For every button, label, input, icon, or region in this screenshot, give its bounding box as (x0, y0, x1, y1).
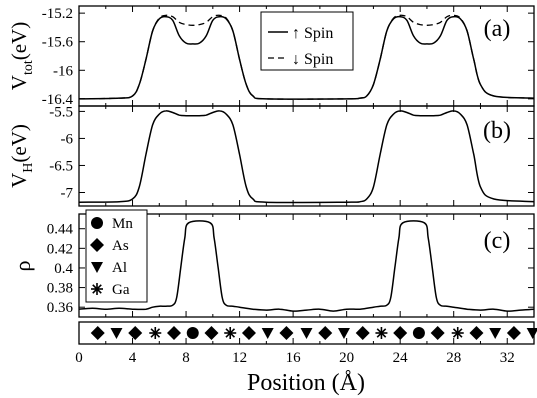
y-tick-label: -16 (53, 63, 73, 79)
y-tick-label: -6 (61, 131, 74, 147)
atom-marker-as (279, 326, 293, 340)
legend-spin-up-label: ↑ Spin (292, 25, 333, 42)
x-tick-label: 20 (339, 350, 354, 366)
panel-c-ylabel: ρ (10, 260, 35, 271)
panel-a-ylabel: Vtot(eV) (7, 22, 36, 90)
atom-marker-as (507, 326, 521, 340)
panel-b-label: (b) (483, 118, 511, 144)
legend-marker-mn (91, 217, 103, 229)
panel-a-legend: ↑ Spin ↓ Spin (261, 12, 353, 70)
panel-c-legend: Mn As Al Ga (86, 210, 147, 302)
atom-marker-ga (375, 327, 387, 339)
atom-strip: 0 4 8 12 16 20 24 28 32 Position (Å) (75, 322, 537, 396)
panel-c-density: 0.44 0.42 0.4 0.38 0.36 (c) ρ Mn As Al Ga (10, 210, 534, 317)
x-tick-label: 8 (182, 350, 190, 366)
legend-spin-down-label: ↓ Spin (292, 51, 333, 68)
y-tick-label: -7 (61, 185, 74, 201)
atom-marker-as (91, 326, 105, 340)
legend-label-al: Al (112, 260, 127, 276)
x-axis-title: Position (Å) (247, 370, 365, 396)
x-tick-label: 12 (232, 350, 247, 366)
x-tick-label: 4 (129, 350, 137, 366)
y-tick-label: 0.36 (47, 300, 74, 316)
x-tick-label: 28 (446, 350, 461, 366)
atom-marker-al (301, 328, 313, 339)
atom-marker-ga (224, 327, 236, 339)
y-tick-label: 0.4 (54, 261, 73, 277)
atom-marker-al (262, 328, 274, 339)
panel-a-vtot: -15.2-15.6-16-16.4 (a) Vtot(eV) ↑ Spin ↓… (7, 6, 534, 108)
x-tick-label: 24 (393, 350, 409, 366)
atom-marker-ga (149, 327, 161, 339)
series-vh-line (79, 111, 534, 203)
atom-marker-al (489, 328, 501, 339)
atom-marker-as (128, 326, 142, 340)
atom-marker-as (242, 326, 256, 340)
y-tick-label: -5.5 (49, 104, 73, 120)
panel-a-ylabel-main: V (7, 75, 31, 90)
x-tick-label: 0 (75, 350, 83, 366)
panel-a-ylabel-unit: (eV) (7, 22, 31, 60)
y-tick-label: -15.6 (42, 35, 74, 51)
x-tick-label: 32 (500, 350, 515, 366)
x-tick-label: 16 (286, 350, 302, 366)
atom-marker-as (469, 326, 483, 340)
y-tick-label: 0.44 (47, 222, 74, 238)
panel-b-vh: -5.5 -6 -6.5 -7 (b) VH(eV) (7, 104, 534, 206)
legend-marker-ga (91, 283, 103, 295)
panel-c-label: (c) (484, 228, 511, 254)
y-tick-label: -15.2 (42, 6, 73, 22)
atom-marker-ga (452, 327, 464, 339)
panel-b-yticks: -5.5 -6 -6.5 -7 (49, 104, 534, 206)
panel-b-ylabel: VH(eV) (7, 124, 36, 188)
atom-marker-as (204, 326, 218, 340)
atom-marker-as (393, 326, 407, 340)
atom-marker-al (527, 328, 537, 339)
panel-a-ylabel-text: Vtot(eV) (7, 22, 36, 90)
atom-markers (91, 326, 537, 340)
atom-marker-as (431, 326, 445, 340)
atom-marker-as (356, 326, 370, 340)
atom-strip-xticks: 0 4 8 12 16 20 24 28 32 (75, 338, 534, 366)
legend-label-mn: Mn (112, 216, 133, 232)
y-tick-label: -6.5 (49, 158, 73, 174)
panel-a-label: (a) (484, 16, 511, 42)
panel-b-ylabel-sub: H (21, 163, 36, 173)
legend-label-as: As (112, 238, 129, 254)
panel-b-ylabel-main: V (7, 173, 31, 188)
atom-marker-mn (413, 327, 425, 339)
atom-marker-al (110, 328, 122, 339)
y-tick-label: 0.42 (47, 241, 73, 257)
atom-marker-as (318, 326, 332, 340)
panel-b-ylabel-text: VH(eV) (7, 124, 36, 188)
y-tick-label: 0.38 (47, 281, 73, 297)
panel-a-ylabel-sub: tot (21, 60, 36, 75)
panel-b-ylabel-unit: (eV) (7, 124, 31, 162)
legend-label-ga: Ga (112, 282, 130, 298)
atom-marker-al (338, 328, 350, 339)
atom-marker-mn (187, 327, 199, 339)
atom-marker-as (167, 326, 181, 340)
